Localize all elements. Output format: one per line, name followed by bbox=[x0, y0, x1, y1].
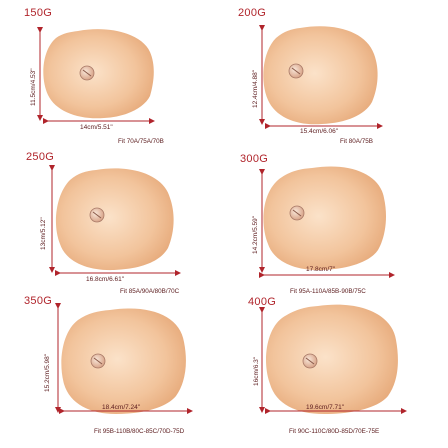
weight-label-150g: 150G bbox=[24, 7, 53, 19]
height-label-400g: 16cm/6.3" bbox=[253, 356, 260, 386]
prosthesis-200g bbox=[259, 25, 383, 129]
breast-form-shape bbox=[43, 29, 154, 119]
height-label-150g: 11.5cm/4.53" bbox=[30, 68, 37, 106]
fit-label-350g: Fit 95B-110B/80C-85C/70D-75D bbox=[94, 428, 185, 435]
height-label-350g: 15.2cm/5.98" bbox=[44, 353, 51, 392]
weight-label-200g: 200G bbox=[238, 7, 267, 19]
fit-label-200g: Fit 80A/75B bbox=[340, 138, 373, 145]
height-label-200g: 12.4cm/4.88" bbox=[252, 69, 259, 108]
weight-label-350g: 350G bbox=[24, 295, 53, 307]
weight-label-300g: 300G bbox=[240, 153, 269, 165]
breast-form-shape bbox=[263, 166, 386, 271]
height-label-300g: 14.2cm/5.59" bbox=[252, 215, 259, 254]
width-label-150g: 14cm/5.51" bbox=[80, 124, 113, 131]
breast-form-shape bbox=[263, 26, 378, 125]
fit-label-300g: Fit 95A-110A/85B-90B/75C bbox=[290, 288, 366, 295]
height-label-250g: 13cm/5.12" bbox=[40, 217, 47, 250]
breast-form-shape bbox=[61, 308, 186, 414]
weight-label-400g: 400G bbox=[248, 296, 277, 308]
breast-form-shape bbox=[55, 168, 174, 271]
width-label-250g: 16.8cm/6.61" bbox=[86, 276, 125, 283]
fit-label-400g: Fit 90C-110C/80D-85D/70E-75E bbox=[289, 428, 380, 435]
fit-label-150g: Fit 70A/75A/70B bbox=[118, 138, 164, 145]
prosthesis-300g bbox=[259, 166, 395, 278]
width-label-300g: 17.8cm/7" bbox=[306, 266, 336, 273]
fit-label-250g: Fit 85A/90A/80B/70C bbox=[120, 288, 180, 295]
prosthesis-350g bbox=[55, 303, 193, 414]
width-label-350g: 18.4cm/7.24" bbox=[102, 404, 141, 411]
width-label-200g: 15.4cm/6.06" bbox=[300, 128, 339, 135]
prosthesis-400g bbox=[259, 304, 407, 414]
width-label-400g: 19.6cm/7.71" bbox=[306, 404, 345, 411]
prosthesis-250g bbox=[49, 165, 181, 276]
weight-label-250g: 250G bbox=[26, 151, 55, 163]
breast-form-shape bbox=[266, 304, 398, 414]
prosthesis-150g bbox=[37, 27, 155, 124]
